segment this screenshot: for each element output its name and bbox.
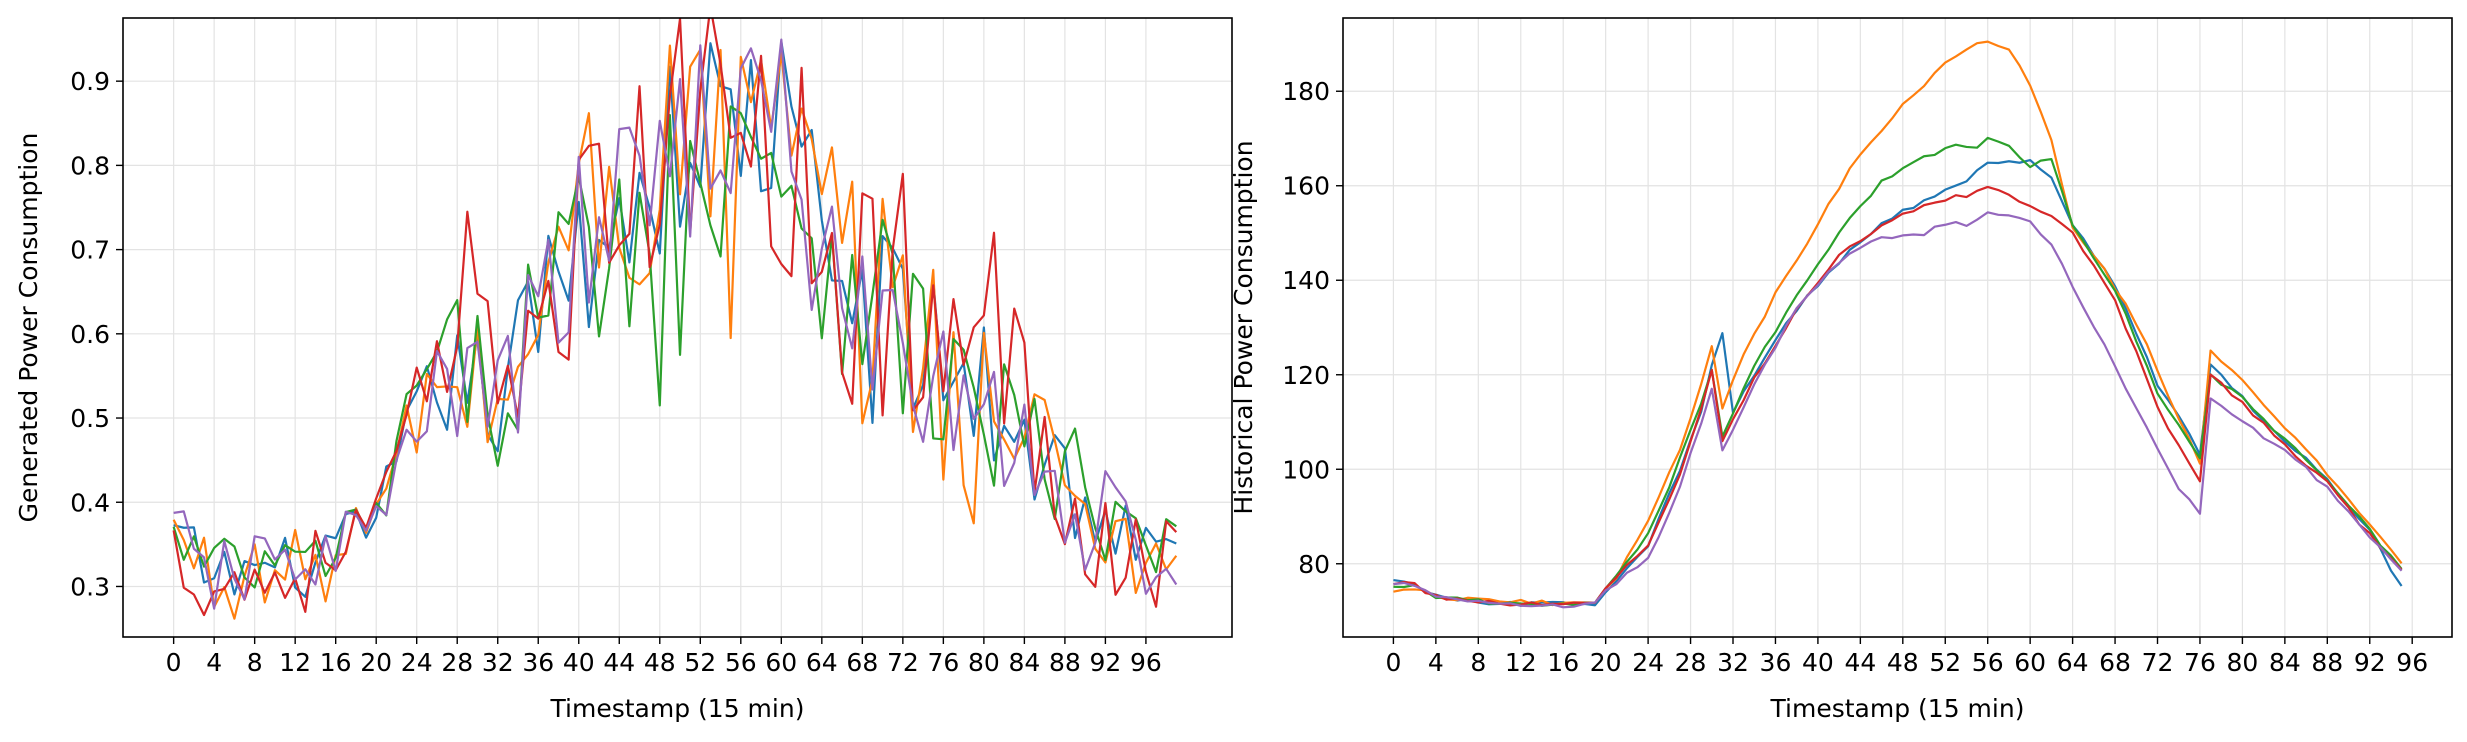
x-tick-label: 32 bbox=[482, 648, 514, 677]
x-tick-label: 84 bbox=[2269, 648, 2301, 677]
series-line-3 bbox=[1393, 136, 2403, 607]
y-tick-label: 0.4 bbox=[70, 488, 110, 517]
x-tick-label: 64 bbox=[2057, 648, 2089, 677]
plot-frame bbox=[122, 17, 1233, 638]
series-line-4 bbox=[1393, 185, 2403, 607]
series-line-1 bbox=[173, 40, 1177, 598]
x-tick-label: 12 bbox=[1505, 648, 1537, 677]
x-tick-label: 24 bbox=[1632, 648, 1664, 677]
x-tick-label: 36 bbox=[1760, 648, 1792, 677]
plot-frame bbox=[1342, 17, 2453, 638]
x-tick-label: 52 bbox=[1929, 648, 1961, 677]
x-tick-label: 16 bbox=[320, 648, 352, 677]
series-line-5 bbox=[173, 38, 1178, 610]
x-tick-label: 12 bbox=[279, 648, 311, 677]
x-tick-label: 60 bbox=[2014, 648, 2046, 677]
y-tick-label: 140 bbox=[1282, 266, 1330, 295]
y-axis-label: Generated Power Consumption bbox=[14, 133, 43, 523]
x-tick-label: 72 bbox=[887, 648, 919, 677]
x-tick-label: 52 bbox=[684, 648, 716, 677]
x-tick-label: 24 bbox=[401, 648, 433, 677]
y-tick-label: 160 bbox=[1282, 172, 1330, 201]
x-tick-label: 32 bbox=[1717, 648, 1749, 677]
series-line-5 bbox=[1393, 211, 2403, 609]
y-tick-label: 0.8 bbox=[70, 151, 110, 180]
x-tick-label: 44 bbox=[1844, 648, 1876, 677]
x-tick-label: 72 bbox=[2142, 648, 2174, 677]
y-tick-label: 100 bbox=[1282, 455, 1330, 484]
series-line-4 bbox=[172, 18, 1178, 617]
x-tick-label: 92 bbox=[1089, 648, 1121, 677]
x-tick-label: 76 bbox=[2184, 648, 2216, 677]
series-line-3 bbox=[172, 105, 1177, 589]
x-tick-label: 0 bbox=[1385, 648, 1401, 677]
x-tick-label: 40 bbox=[563, 648, 595, 677]
x-tick-label: 96 bbox=[2396, 648, 2428, 677]
series-line-2 bbox=[1393, 40, 2403, 607]
x-tick-label: 96 bbox=[1130, 648, 1162, 677]
left-chart-panel: 0 4 8 12 16 20 24 28 32 36 40 44 48 52 56 60 64 68 72 76 80 8… bbox=[14, 17, 1233, 723]
x-tick-label: 60 bbox=[765, 648, 797, 677]
y-tick-label: 0.7 bbox=[70, 236, 110, 265]
x-tick-label: 56 bbox=[1972, 648, 2004, 677]
x-tick-label: 4 bbox=[206, 648, 222, 677]
x-tick-label: 4 bbox=[1428, 648, 1444, 677]
x-tick-label: 56 bbox=[725, 648, 757, 677]
y-axis-label: Historical Power Consumption bbox=[1229, 140, 1258, 514]
x-tick-label: 92 bbox=[2354, 648, 2386, 677]
x-tick-label: 16 bbox=[1547, 648, 1579, 677]
x-tick-label: 64 bbox=[806, 648, 838, 677]
x-tick-label: 44 bbox=[603, 648, 635, 677]
series-line-1 bbox=[1393, 159, 2403, 607]
y-tick-label: 180 bbox=[1282, 77, 1330, 106]
x-tick-label: 68 bbox=[846, 648, 878, 677]
x-tick-label: 68 bbox=[2099, 648, 2131, 677]
right-chart-panel: 0 4 8 12 16 20 24 28 32 36 40 44 48 52 56 60 64 68 72 76 80 8… bbox=[1229, 17, 2453, 723]
x-tick-label: 88 bbox=[2311, 648, 2343, 677]
x-tick-label: 8 bbox=[247, 648, 263, 677]
y-tick-label: 80 bbox=[1298, 550, 1330, 579]
x-tick-label: 28 bbox=[1675, 648, 1707, 677]
x-tick-label: 48 bbox=[644, 648, 676, 677]
x-axis-label: Timestamp (15 min) bbox=[1770, 694, 2025, 723]
y-tick-label: 0.6 bbox=[70, 320, 110, 349]
y-tick-label: 120 bbox=[1282, 361, 1330, 390]
x-tick-label: 40 bbox=[1802, 648, 1834, 677]
x-tick-label: 20 bbox=[360, 648, 392, 677]
series-group bbox=[1393, 40, 2403, 609]
x-tick-label: 36 bbox=[522, 648, 554, 677]
x-tick-label: 48 bbox=[1887, 648, 1919, 677]
x-tick-label: 84 bbox=[1008, 648, 1040, 677]
x-tick-label: 88 bbox=[1049, 648, 1081, 677]
y-tick-label: 0.9 bbox=[70, 67, 110, 96]
y-tick-label: 0.5 bbox=[70, 404, 110, 433]
x-tick-label: 76 bbox=[927, 648, 959, 677]
x-axis-label: Timestamp (15 min) bbox=[550, 694, 805, 723]
x-tick-label: 8 bbox=[1470, 648, 1486, 677]
series-group bbox=[172, 18, 1178, 620]
x-tick-label: 28 bbox=[441, 648, 473, 677]
x-tick-label: 80 bbox=[968, 648, 1000, 677]
x-tick-label: 20 bbox=[1590, 648, 1622, 677]
x-tick-label: 0 bbox=[166, 648, 182, 677]
x-tick-label: 80 bbox=[2226, 648, 2258, 677]
y-tick-label: 0.3 bbox=[70, 572, 110, 601]
